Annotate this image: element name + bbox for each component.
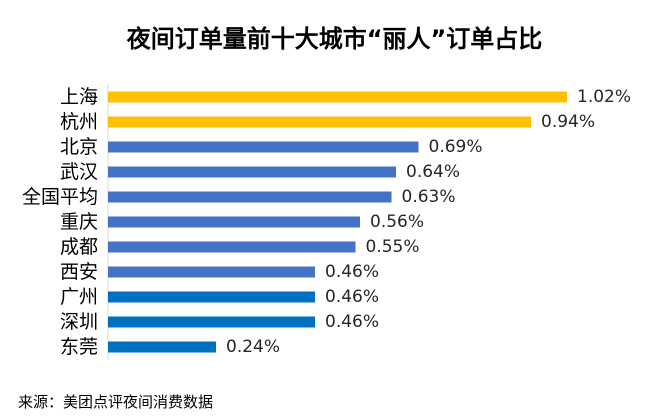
bar-row: 杭州 0.94% bbox=[60, 111, 595, 133]
bar bbox=[108, 266, 315, 278]
bar bbox=[108, 241, 356, 253]
source-note: 来源：美团点评夜间消费数据 bbox=[18, 393, 214, 411]
category-label: 武汉 bbox=[60, 161, 98, 183]
bar bbox=[108, 116, 531, 128]
bar bbox=[108, 91, 567, 103]
category-label: 北京 bbox=[60, 136, 98, 158]
value-label: 0.46% bbox=[325, 312, 379, 332]
bar-row: 成都 0.55% bbox=[60, 236, 420, 258]
bar bbox=[108, 316, 315, 328]
bar bbox=[108, 141, 419, 153]
value-label: 0.46% bbox=[325, 262, 379, 282]
bar bbox=[108, 291, 315, 303]
category-label: 重庆 bbox=[60, 211, 98, 233]
category-label: 全国平均 bbox=[22, 186, 98, 208]
bar bbox=[108, 216, 360, 228]
bar-row: 上海 1.02% bbox=[60, 86, 631, 108]
bar bbox=[108, 341, 216, 353]
bar-row: 武汉 0.64% bbox=[60, 161, 460, 183]
bar-row: 深圳 0.46% bbox=[60, 311, 379, 333]
value-label: 0.56% bbox=[370, 212, 424, 232]
value-label: 0.24% bbox=[226, 337, 280, 357]
bar-row: 全国平均 0.63% bbox=[22, 186, 456, 208]
chart-title: 夜间订单量前十大城市“丽人”订单占比 bbox=[126, 25, 543, 53]
value-label: 1.02% bbox=[577, 87, 631, 107]
bar-row: 东莞 0.24% bbox=[60, 336, 280, 358]
bar bbox=[108, 191, 392, 203]
bar-row: 北京 0.69% bbox=[60, 136, 483, 158]
value-label: 0.69% bbox=[429, 137, 483, 157]
value-label: 0.55% bbox=[366, 237, 420, 257]
category-label: 成都 bbox=[60, 236, 98, 258]
value-label: 0.63% bbox=[402, 187, 456, 207]
bars-group: 上海 1.02% 杭州 0.94% 北京 0.69% 武汉 0.64% 全国平均 0.63% 重庆 0… bbox=[22, 86, 631, 358]
bar-row: 广州 0.46% bbox=[60, 286, 379, 308]
value-label: 0.64% bbox=[406, 162, 460, 182]
value-label: 0.46% bbox=[325, 287, 379, 307]
bar bbox=[108, 166, 396, 178]
category-label: 西安 bbox=[60, 261, 98, 283]
category-label: 杭州 bbox=[60, 111, 98, 133]
category-label: 广州 bbox=[60, 286, 98, 308]
value-label: 0.94% bbox=[541, 112, 595, 132]
bar-row: 重庆 0.56% bbox=[60, 211, 424, 233]
bar-row: 西安 0.46% bbox=[60, 261, 379, 283]
category-label: 东莞 bbox=[60, 336, 98, 358]
category-label: 深圳 bbox=[60, 311, 98, 333]
category-label: 上海 bbox=[60, 86, 98, 108]
